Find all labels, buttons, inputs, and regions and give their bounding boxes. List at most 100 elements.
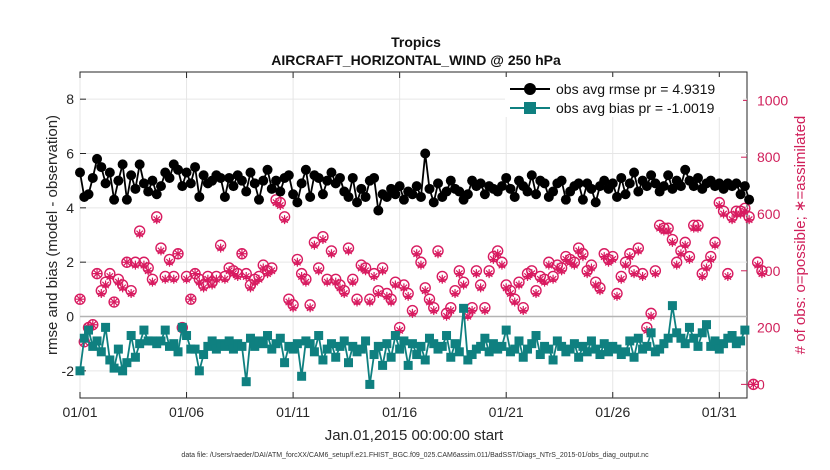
rmse-point [462,189,473,200]
bias-point [595,350,605,360]
bias-point [523,344,533,354]
rmse-point [445,175,456,186]
obs-assimilated-point [88,320,98,330]
legend: obs avg rmse pr = 4.9319 obs avg bias pr… [505,77,743,117]
rmse-point [155,181,166,192]
obs-assimilated-point [650,269,660,279]
obs-assimilated-point [574,246,584,256]
obs-assimilated-point [672,260,682,270]
rmse-point [692,172,703,183]
bias-point [331,352,341,362]
obs-assimilated-point [523,271,533,281]
obs-assimilated-point [335,283,345,293]
bias-point [586,336,596,346]
obs-possible-point [74,293,86,305]
obs-assimilated-point [369,271,379,281]
obs-assimilated-point [382,291,392,301]
bias-point [344,358,354,368]
rmse-point [241,186,252,197]
bias-point [361,336,371,346]
data-file-footnote: data file: /Users/raeder/DAI/ATM_forcXX/… [181,452,649,459]
bias-point [565,344,575,354]
bias-point [420,355,430,365]
obs-assimilated-point [501,283,511,293]
obs-assimilated-point [245,283,255,293]
chart-title: Tropics [391,34,441,50]
rmse-point [607,178,618,189]
rmse-point [100,178,111,189]
rmse-point [658,181,669,192]
bias-point [275,333,285,343]
bias-point [309,347,319,357]
bias-point [305,339,315,349]
x-tick-label: 01/26 [595,404,630,420]
obs-assimilated-point [399,283,409,293]
bias-point [160,325,170,335]
rmse-point [735,189,746,200]
rmse-point [620,189,631,200]
bias-point [599,339,609,349]
obs-assimilated-point [301,277,311,287]
obs-assimilated-point [646,311,656,321]
obs-assimilated-point [748,379,758,389]
rmse-point [109,194,120,205]
obs-assimilated-point [228,269,238,279]
obs-assimilated-point [706,254,716,264]
obs-assimilated-point [667,237,677,247]
bias-point [105,355,115,365]
rmse-point [292,197,303,208]
obs-assimilated-point [557,266,567,276]
bias-point [488,339,498,349]
obs-assimilated-point [373,288,383,298]
bias-point [373,341,383,351]
legend-bias-label: obs avg bias pr = -1.0019 [556,100,715,116]
obs-assimilated-point [314,266,324,276]
obs-assimilated-point [118,283,128,293]
rmse-point [641,181,652,192]
obs-assimilated-point [122,257,132,267]
obs-assimilated-point [160,274,170,284]
rmse-point [646,170,657,181]
rmse-point [254,194,265,205]
obs-possible-point [172,248,184,260]
rmse-point [143,186,154,197]
bias-point [454,347,464,357]
bias-point [118,366,128,376]
rmse-point [526,170,537,181]
bias-point [280,358,290,368]
rmse-point [326,167,337,178]
obs-assimilated-point [224,266,234,276]
obs-assimilated-point [386,297,396,307]
obs-assimilated-point [616,274,626,284]
obs-assimilated-point [130,260,140,270]
obs-assimilated-point [505,288,515,298]
bias-point [480,333,490,343]
legend-box [505,77,743,117]
rmse-point [454,186,465,197]
obs-assimilated-point [211,274,221,284]
bias-point [113,344,123,354]
bias-point [450,339,460,349]
obs-assimilated-point [612,291,622,301]
rmse-point [381,191,392,202]
obs-assimilated-point [552,263,562,273]
y-tick-label: 0 [66,309,74,325]
obs-assimilated-point [309,240,319,250]
bias-point [484,347,494,357]
obs-assimilated-point [113,277,123,287]
bias-point [497,341,507,351]
bias-point [424,333,434,343]
x-tick-label: 01/06 [169,404,204,420]
obs-assimilated-point [544,260,554,270]
chart-subtitle: AIRCRAFT_HORIZONTAL_WIND @ 250 hPa [271,52,561,68]
rmse-point [185,178,196,189]
obs-assimilated-point [702,263,712,273]
rmse-point [228,181,239,192]
obs-assimilated-point [92,269,102,279]
bias-point [88,341,98,351]
obs-assimilated-point [638,271,648,281]
obs-assimilated-point [263,269,273,279]
rmse-point [424,183,435,194]
bias-point [211,344,221,354]
bias-point [629,352,639,362]
